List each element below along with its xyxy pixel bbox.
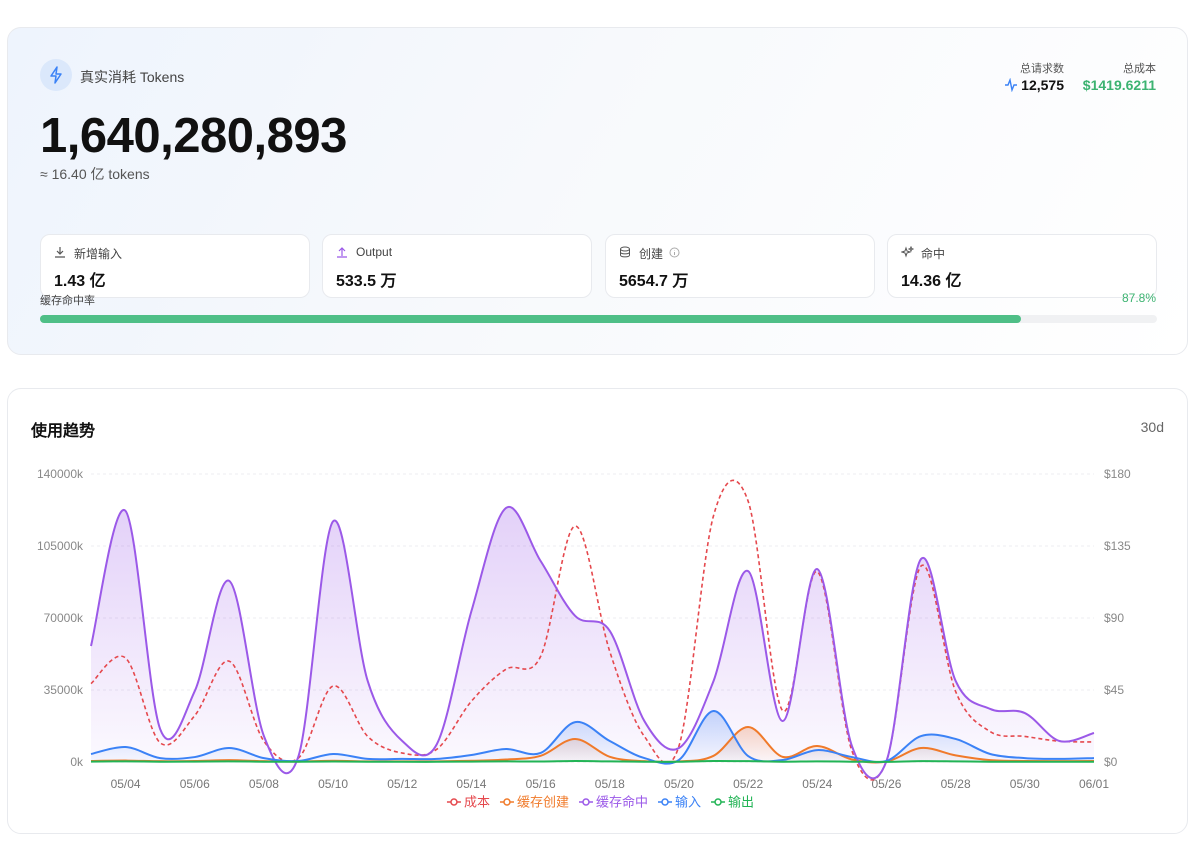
y-tick-label: 105000k	[37, 539, 84, 553]
hit-rate-track	[40, 315, 1157, 323]
y2-tick-label: $45	[1104, 683, 1124, 697]
legend-marker	[450, 798, 458, 806]
y-tick-label: 0k	[70, 755, 84, 769]
x-tick-label: 05/12	[387, 777, 417, 791]
x-tick-label: 05/18	[595, 777, 625, 791]
metric-card: 新增输入 1.43 亿	[40, 234, 310, 298]
y2-tick-label: $0	[1104, 755, 1118, 769]
metric-value: 5654.7 万	[619, 273, 689, 290]
x-tick-label: 05/08	[249, 777, 279, 791]
hit-rate-label: 缓存命中率	[40, 295, 95, 307]
database-icon	[620, 246, 630, 258]
legend-label: 输入	[675, 795, 701, 810]
metric-value: 1.43 亿	[54, 273, 106, 290]
activity-icon	[1005, 78, 1017, 92]
y-tick-label: 140000k	[37, 467, 84, 481]
legend-marker	[661, 798, 669, 806]
series-line	[90, 759, 1095, 763]
legend-marker	[714, 798, 722, 806]
y2-tick-label: $90	[1104, 611, 1124, 625]
trend-range[interactable]: 30d	[1140, 419, 1164, 435]
x-tick-label: 05/06	[180, 777, 210, 791]
stat-label: 总成本	[1123, 63, 1156, 75]
metric-label: 新增输入	[74, 247, 123, 261]
x-tick-label: 05/22	[733, 777, 763, 791]
x-tick-label: 06/01	[1079, 777, 1109, 791]
x-tick-label: 05/26	[871, 777, 901, 791]
metric-value: 533.5 万	[336, 273, 397, 290]
x-tick-label: 05/28	[941, 777, 971, 791]
legend-item[interactable]: 成本	[446, 795, 490, 810]
trend-card: 使用趋势 30d 0k 35000k 70000k 105000k 140000k $0 $…	[7, 388, 1188, 834]
legend-label: 输出	[728, 795, 754, 810]
area-fill	[91, 710, 1094, 764]
metric-card: 命中 14.36 亿	[887, 234, 1157, 298]
series-line	[90, 505, 1095, 780]
hit-rate-value: 87.8%	[1121, 291, 1156, 305]
legend-item[interactable]: 输出	[711, 795, 754, 810]
x-tick-label: 05/14	[456, 777, 486, 791]
stat-value: 12,575	[1021, 77, 1064, 93]
metric-label: 命中	[921, 247, 946, 261]
y2-tick-label: $180	[1104, 467, 1131, 481]
chart: 0k 35000k 70000k 105000k 140000k $0 $45 $90 $135…	[37, 467, 1131, 810]
info-icon[interactable]	[669, 247, 680, 258]
y-tick-label: 70000k	[44, 611, 84, 625]
x-tick-label: 05/16	[526, 777, 556, 791]
bolt-icon	[50, 66, 62, 84]
stat-label: 总请求数	[1020, 63, 1064, 75]
legend-item[interactable]: 缓存创建	[499, 795, 569, 810]
total-tokens: 1,640,280,893	[40, 109, 347, 163]
stat-value: $1419.6211	[1082, 77, 1156, 93]
x-tick-label: 05/24	[802, 777, 832, 791]
total-approx: ≈ 16.40 亿 tokens	[40, 166, 150, 182]
legend-label: 成本	[464, 795, 490, 810]
metric-value: 14.36 亿	[901, 273, 962, 290]
metric-card: Output 533.5 万	[322, 234, 592, 298]
legend-marker	[582, 798, 590, 806]
x-tick-label: 05/04	[111, 777, 141, 791]
legend-item[interactable]: 缓存命中	[578, 795, 648, 810]
x-tick-label: 05/10	[318, 777, 348, 791]
x-tick-label: 05/20	[664, 777, 694, 791]
summary-title: 真实消耗 Tokens	[80, 69, 185, 85]
metric-label: 创建	[639, 247, 664, 261]
legend-marker	[503, 798, 511, 806]
metric-label: Output	[356, 245, 393, 259]
y-tick-label: 35000k	[44, 683, 84, 697]
legend-item[interactable]: 输入	[658, 795, 701, 810]
trend-title: 使用趋势	[31, 423, 96, 440]
area-fill	[91, 506, 1094, 779]
x-tick-label: 05/30	[1010, 777, 1040, 791]
icon-box	[40, 59, 72, 91]
summary-card: 真实消耗 Tokens 1,640,280,893 ≈ 16.40 亿 toke…	[7, 27, 1188, 355]
legend-label: 缓存创建	[517, 795, 569, 810]
sparkle-icon	[901, 246, 914, 258]
upload-icon	[337, 247, 347, 258]
y2-tick-label: $135	[1104, 539, 1131, 553]
series-line	[90, 709, 1095, 765]
metric-card: 创建 5654.7 万	[605, 234, 875, 298]
legend-label: 缓存命中	[596, 795, 648, 810]
download-icon	[55, 247, 65, 258]
hit-rate-bar	[40, 315, 1021, 323]
